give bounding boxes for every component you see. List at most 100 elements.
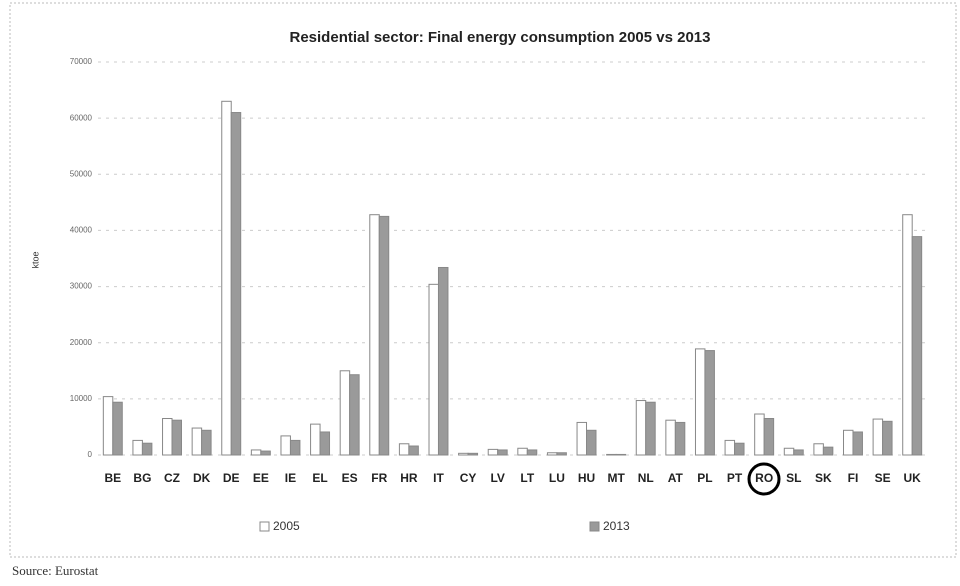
y-tick-label: 50000 [70,169,93,178]
bar [911,236,923,456]
x-tick-label: BE [104,471,121,485]
bar [221,100,232,456]
y-tick-label: 70000 [70,57,93,66]
bar [132,439,143,456]
highlight-circle [747,462,781,496]
bar [872,418,884,456]
x-tick-label: PT [727,471,743,485]
y-tick-label: 40000 [70,226,93,235]
x-tick-label: CZ [164,471,180,485]
x-tick-label: HU [578,471,595,485]
x-tick-label: DE [223,471,240,485]
bar [615,453,627,456]
x-tick-label: UK [904,471,922,485]
x-tick-label: FI [848,471,859,485]
bar [783,447,795,456]
legend-label: 2013 [603,519,630,533]
bar [310,423,321,456]
x-tick-label: BG [133,471,151,485]
bar [398,443,410,456]
x-tick-label: HR [400,471,418,485]
y-axis-label: ktoe [30,251,40,268]
x-tick-label: IT [433,471,444,485]
x-tick-label: SK [815,471,832,485]
bar [230,112,242,456]
x-tick-label: EE [253,471,269,485]
x-tick-label: LU [549,471,565,485]
bar [852,431,863,456]
source-note: Source: Eurostat [12,563,99,578]
bar [497,449,508,456]
y-tick-label: 20000 [70,338,93,347]
y-tick-label: 10000 [70,394,93,403]
y-tick-label: 30000 [70,282,93,291]
bar [289,439,301,456]
x-tick-label: SL [786,471,801,485]
bar [191,427,203,456]
bar [665,419,676,456]
bar [458,452,469,456]
x-tick-label: SE [875,471,891,485]
bar [437,266,449,456]
bar [428,283,439,456]
bar [556,452,567,456]
y-tick-label: 0 [88,450,93,459]
bar [793,449,804,456]
bar [882,420,893,456]
chart-frame [9,2,957,558]
bar [339,370,351,456]
x-tick-label: RO [755,471,773,485]
x-tick-label: MT [607,471,625,485]
bar [754,413,765,456]
bar [408,445,419,456]
bar [260,450,271,456]
x-tick-label: CY [460,471,477,485]
bar [280,435,291,456]
y-tick-label: 60000 [70,113,93,122]
bar [694,348,706,456]
bar [102,396,114,456]
bar [813,443,824,456]
bar [517,447,528,456]
x-tick-label: PL [697,471,712,485]
chart-title: Residential sector: Final energy consump… [290,29,711,46]
x-tick-label: IE [285,471,296,485]
x-tick-label: DK [193,471,211,485]
bar [349,374,360,456]
bar [734,442,745,456]
bar [704,350,715,456]
bar [171,419,182,456]
bar [467,452,479,456]
bar [526,449,538,456]
bar [843,429,854,456]
x-tick-label: FR [371,471,387,485]
legend-swatch [259,521,270,532]
bar [319,431,331,456]
x-tick-label: AT [668,471,684,485]
bar [586,429,597,456]
bar [724,439,736,456]
legend-swatch [589,521,600,532]
bar [201,429,212,456]
bar [635,400,647,456]
bar [112,401,123,456]
bar [141,442,153,456]
x-tick-label: LV [490,471,504,485]
bar [546,452,558,456]
bar [378,215,390,456]
bar [487,448,499,456]
bar [822,446,834,456]
bar [369,214,380,456]
bar [902,214,913,456]
x-tick-label: EL [312,471,327,485]
bar [606,453,617,456]
bar [162,418,173,456]
legend-label: 2005 [273,519,300,533]
bar [576,421,588,456]
x-tick-label: LT [520,471,534,485]
x-tick-label: ES [342,471,358,485]
bar [763,418,775,456]
bar [250,449,262,456]
